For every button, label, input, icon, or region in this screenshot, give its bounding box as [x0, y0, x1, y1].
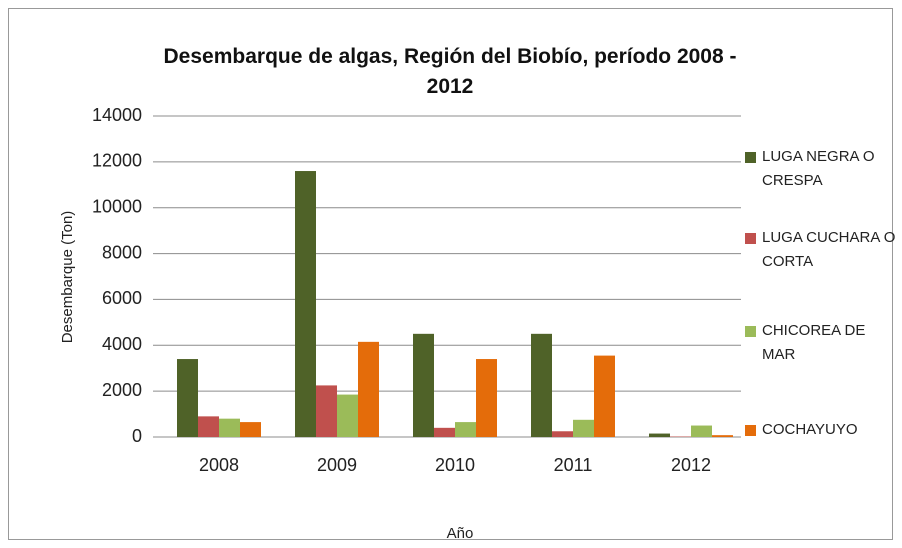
x-axis-label: Año [447, 525, 474, 542]
bar [552, 431, 573, 437]
bar [177, 359, 198, 437]
bar [531, 333, 552, 437]
y-tick-label: 14000 [92, 105, 142, 125]
bar [476, 359, 497, 437]
bar [434, 427, 455, 437]
bar [413, 333, 434, 437]
x-tick-label: 2008 [199, 455, 239, 475]
y-tick-label: 2000 [102, 380, 142, 400]
y-tick-label: 10000 [92, 196, 142, 216]
bar [198, 416, 219, 437]
y-axis-label: Desembarque (Ton) [59, 211, 76, 344]
legend-label: CHICOREA DE MAR [762, 322, 866, 363]
legend-swatch [745, 233, 756, 244]
legend-label: LUGA CUCHARA O CORTA [762, 229, 896, 270]
y-tick-label: 6000 [102, 288, 142, 308]
legend-swatch [745, 326, 756, 337]
bar [295, 171, 316, 437]
bar [240, 422, 261, 437]
bar [649, 433, 670, 437]
y-tick-label: 4000 [102, 334, 142, 354]
x-tick-label: 2010 [435, 455, 475, 475]
y-tick-label: 8000 [102, 242, 142, 262]
bar [691, 425, 712, 437]
chart-border [8, 8, 893, 540]
y-tick-label: 12000 [92, 151, 142, 171]
bar [455, 422, 476, 437]
bar [358, 341, 379, 437]
x-tick-label: 2012 [671, 455, 711, 475]
bar [316, 385, 337, 437]
bar [337, 394, 358, 437]
bar [219, 418, 240, 437]
legend-label: LUGA NEGRA O CRESPA [762, 148, 875, 189]
y-tick-label: 0 [132, 426, 142, 446]
bar [712, 435, 733, 437]
legend-label: COCHAYUYO [762, 421, 858, 438]
legend-swatch [745, 152, 756, 163]
x-tick-label: 2009 [317, 455, 357, 475]
bar [594, 355, 615, 437]
chart-title: Desembarque de algas, Región del Biobío,… [163, 45, 737, 98]
legend-swatch [745, 425, 756, 436]
x-tick-label: 2011 [554, 455, 593, 475]
bar [573, 419, 594, 437]
